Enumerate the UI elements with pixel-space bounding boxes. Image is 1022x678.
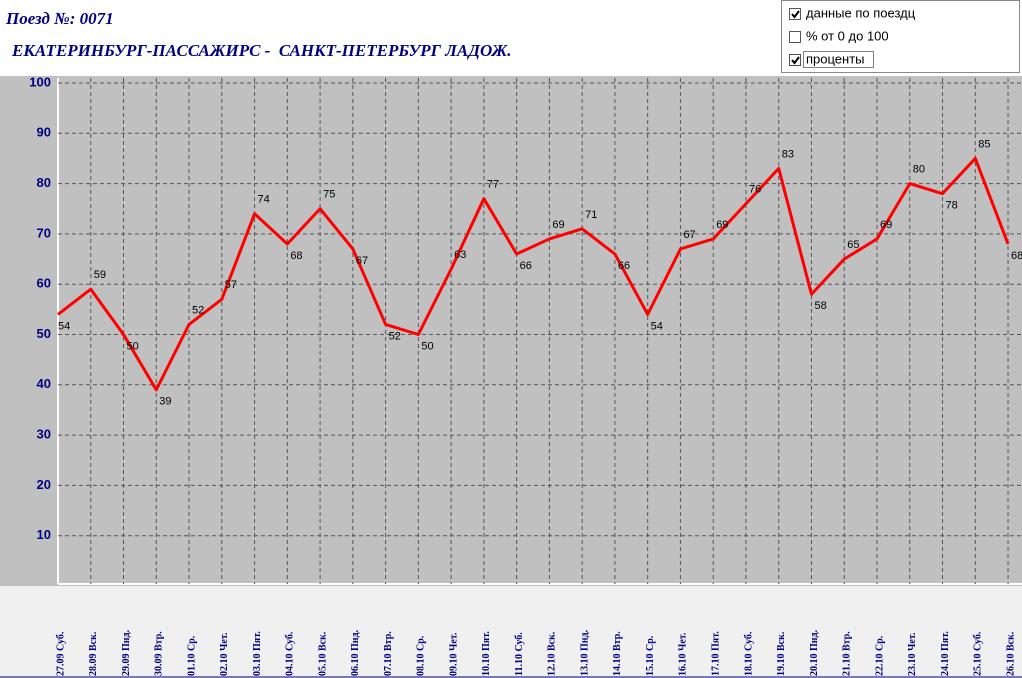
x-tick-label: 07.10 Втр. [383,631,394,676]
route: ЕКАТЕРИНБУРГ-ПАССАЖИРС - САНКТ-ПЕТЕРБУРГ… [11,41,512,60]
data-label: 54 [58,320,70,332]
x-tick-label: 08.10 Ср. [416,635,427,676]
data-label: 57 [225,279,237,291]
x-tick-label: 28.09 Вск. [88,631,99,676]
data-label: 77 [487,179,499,191]
x-tick-label: 12.10 Вск. [547,631,558,676]
x-tick-label: 05.10 Вск. [317,631,328,676]
data-label: 67 [356,255,368,267]
data-label: 69 [552,219,564,231]
y-tick-label: 20 [37,477,51,492]
x-tick-label: 09.10 Чет. [448,632,459,676]
y-tick-label: 10 [37,527,51,542]
data-label: 76 [749,184,761,196]
x-tick-label: 18.10 Суб. [743,631,754,676]
data-label: 58 [814,300,826,312]
data-label: 50 [127,340,139,352]
x-tick-label: 06.10 Пнд. [350,629,361,676]
x-tick-label: 16.10 Чет. [678,632,689,676]
x-tick-label: 04.10 Суб. [285,631,296,676]
data-label: 66 [520,260,532,272]
data-label: 65 [847,239,859,251]
checkbox-label[interactable]: проценты [806,51,865,66]
data-label: 74 [258,194,270,206]
plot-bg [0,76,1022,586]
data-label: 69 [716,219,728,231]
x-tick-label: 23.10 Чет. [907,632,918,676]
focus-rect [803,51,874,68]
x-tick-label: 27.09 Суб. [55,631,66,676]
data-label: 50 [421,340,433,352]
data-label: 69 [880,219,892,231]
data-label: 67 [683,229,695,241]
checkmark [791,56,800,65]
data-label: 63 [454,249,466,261]
data-label: 75 [323,189,335,201]
train-number: Поезд №: 0071 [5,9,114,28]
x-tick-label: 30.09 Втр. [154,631,165,676]
data-label: 78 [946,200,958,212]
line [57,156,1010,392]
x-tick-label: 21.10 Втр. [842,631,853,676]
y-tick-label: 40 [37,376,51,391]
y-tick-label: 90 [37,125,51,140]
checkbox[interactable] [789,31,801,43]
options-panel [781,0,1020,73]
data-label: 80 [913,164,925,176]
data-label: 39 [159,396,171,408]
checkbox-label[interactable]: % от 0 до 100 [806,28,889,43]
x-tick-label: 01.10 Ср. [186,635,197,676]
x-tick-label: 24.10 Пят. [940,631,951,676]
checkbox[interactable] [789,54,801,66]
data-label: 83 [782,148,794,160]
x-tick-label: 10.10 Пят. [481,631,492,676]
x-tick-label: 29.09 Пнд. [121,629,132,676]
x-tick-label: 22.10 Ср. [874,635,885,676]
x-tick-label: 11.10 Суб. [514,632,525,676]
x-tick-label: 02.10 Чет. [219,632,230,676]
y-tick-label: 70 [37,225,51,240]
x-tick-label: 13.10 Пнд. [579,629,590,676]
y-tick-label: 100 [29,74,51,89]
x-tick-label: 03.10 Пят. [252,631,263,676]
checkbox-label[interactable]: данные по поездц [806,5,916,20]
x-tick-label: 25.10 Суб. [973,631,984,676]
data-label: 52 [389,330,401,342]
data-label: 68 [290,250,302,262]
x-tick-label: 15.10 Ср. [645,635,656,676]
checkbox[interactable] [789,8,801,20]
x-tick-label: 20.10 Пнд. [809,629,820,676]
x-tick-label: 19.10 Вск. [776,631,787,676]
data-label: 71 [585,209,597,221]
y-tick-label: 50 [37,326,51,341]
checkmark [791,10,800,19]
y-tick-label: 80 [37,175,51,190]
axis-bg [0,586,1022,678]
y-tick-label: 30 [37,427,51,442]
data-label: 54 [651,320,663,332]
data-label: 66 [618,260,630,272]
data-label: 59 [94,269,106,281]
data-label: 68 [1011,250,1022,262]
x-tick-label: 26.10 Вск. [1005,631,1016,676]
data-label: 85 [978,138,990,150]
x-tick-label: 14.10 Втр. [612,631,623,676]
y-tick-label: 60 [37,276,51,291]
data-label: 52 [192,304,204,316]
x-tick-label: 17.10 Пят. [710,631,721,676]
